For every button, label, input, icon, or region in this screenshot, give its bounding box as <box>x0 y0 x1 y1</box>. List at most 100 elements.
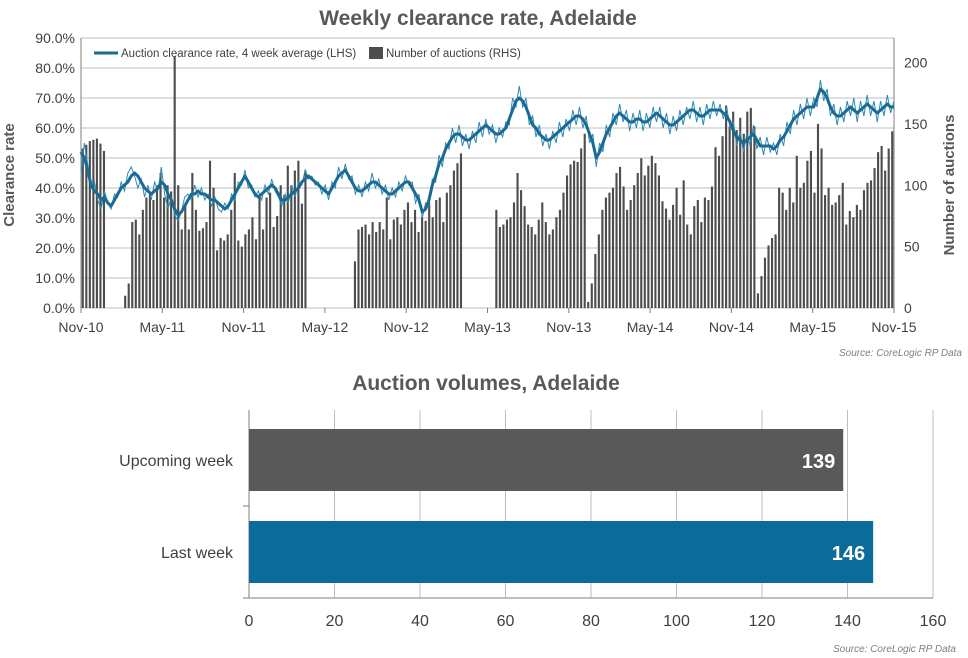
auction-bar <box>81 148 84 308</box>
auction-bar <box>173 56 176 309</box>
auction-bar <box>661 201 664 308</box>
volumes-value-label: 146 <box>832 543 865 565</box>
auction-bar <box>357 229 360 308</box>
x-tick-label: May-12 <box>302 319 349 335</box>
auction-bar <box>452 170 455 308</box>
auction-bar <box>364 224 367 308</box>
auction-bar <box>244 234 247 308</box>
left-tick-label: 20.0% <box>35 240 75 256</box>
auction-bar <box>293 170 296 308</box>
auction-bar <box>261 229 265 308</box>
auction-bar <box>512 202 516 308</box>
auction-bar <box>223 240 226 308</box>
auction-bar <box>629 200 632 308</box>
auction-bar <box>247 229 250 308</box>
auction-bar <box>753 126 756 308</box>
auction-bar <box>703 197 706 308</box>
auction-bar <box>831 204 834 308</box>
auction-bar <box>657 175 660 308</box>
auction-bar <box>696 200 699 308</box>
auction-bar <box>633 185 636 308</box>
volumes-x-tick-label: 120 <box>749 613 776 630</box>
volumes-category-labels: Upcoming week Last week <box>119 453 234 562</box>
auction-bar <box>163 197 166 308</box>
auction-bar <box>774 234 777 308</box>
auction-bar <box>763 257 767 308</box>
x-tick-label: Nov-11 <box>222 319 266 335</box>
auction-bar <box>290 185 293 308</box>
volumes-x-tick-label: 60 <box>497 613 515 630</box>
auction-bar <box>643 175 646 308</box>
auction-bar <box>615 173 618 308</box>
left-tick-label: 10.0% <box>35 270 75 286</box>
auction-bar <box>573 160 576 308</box>
auction-bar <box>523 206 526 308</box>
auction-bar <box>760 276 763 308</box>
volumes-chart: Auction volumes, Adelaide 139 146 Upcomin… <box>119 372 956 655</box>
auction-bar <box>300 203 303 308</box>
auction-bar <box>371 222 374 308</box>
x-tick-label: May-11 <box>139 319 185 335</box>
auction-bar <box>502 224 505 308</box>
auction-bar <box>626 209 629 308</box>
auction-bar <box>855 204 858 308</box>
auction-bar <box>230 209 233 308</box>
volumes-x-tick-label: 100 <box>663 613 690 630</box>
auction-bar <box>194 209 197 308</box>
auction-bar <box>184 203 187 308</box>
auction-bar <box>544 222 547 308</box>
auction-bar <box>279 185 282 308</box>
volumes-chart-title: Auction volumes, Adelaide <box>352 372 620 395</box>
auction-bar <box>102 150 106 308</box>
x-tick-label: Nov-13 <box>546 319 591 335</box>
right-tick-label: 150 <box>904 116 928 132</box>
auction-bar <box>534 234 537 308</box>
auction-bar <box>403 209 406 308</box>
auction-bar <box>155 185 159 308</box>
auction-bar <box>95 138 98 308</box>
auction-bar <box>689 234 692 308</box>
auction-bar <box>124 295 127 308</box>
auction-bar <box>859 209 862 308</box>
auction-bar <box>778 187 781 308</box>
auction-bar <box>873 168 876 308</box>
volumes-x-ticks: 0 20 40 60 80 100 120 140 160 <box>245 613 947 630</box>
auction-bar <box>799 187 802 308</box>
auction-bar <box>824 195 827 308</box>
auction-bar <box>693 206 696 308</box>
auction-bar <box>541 202 544 308</box>
auction-bar <box>827 187 830 308</box>
auction-bar <box>834 202 837 308</box>
left-tick-label: 40.0% <box>35 180 75 196</box>
auction-bar <box>99 143 102 308</box>
auction-bar <box>668 219 671 308</box>
auction-bar <box>431 217 434 308</box>
auction-bar <box>742 133 745 308</box>
auction-bar <box>869 180 873 308</box>
auction-bar <box>604 197 607 308</box>
auction-bar <box>739 117 742 308</box>
auction-bar <box>396 217 399 308</box>
auction-bar <box>134 219 137 308</box>
auction-bar <box>710 186 714 308</box>
volumes-value-label: 139 <box>802 451 835 473</box>
auction-bar <box>442 222 445 308</box>
auction-bar <box>276 215 279 308</box>
auction-bar <box>891 131 894 308</box>
auction-bar <box>848 211 851 308</box>
volumes-x-tick-label: 160 <box>920 613 947 630</box>
auction-bar <box>590 283 593 308</box>
volumes-x-tick-label: 140 <box>834 613 861 630</box>
auction-bar <box>795 155 798 308</box>
auction-bar <box>551 229 554 308</box>
auction-bar <box>862 190 866 308</box>
auction-bar <box>205 222 208 308</box>
auction-bar <box>725 105 728 308</box>
x-tick-label: May-15 <box>789 319 836 335</box>
auction-bar <box>413 209 417 308</box>
legend-bar-label: Number of auctions (RHS) <box>386 48 521 60</box>
auction-bar <box>650 155 653 308</box>
auction-bar <box>240 246 243 308</box>
auction-bar <box>664 208 668 308</box>
